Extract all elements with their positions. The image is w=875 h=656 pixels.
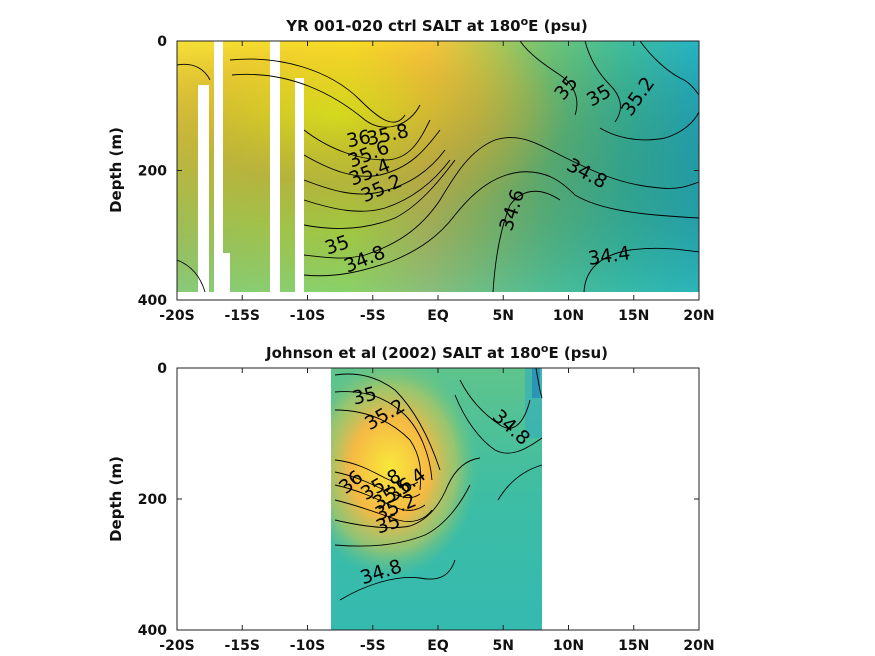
top-x-tick-label: 5N: [493, 308, 514, 324]
top-x-tick-label: 15N: [618, 308, 649, 324]
bottom-x-tick-label: 5N: [493, 638, 514, 654]
top-axis: -20S -15S -10S -5S EQ 5N 10N 15N 20N 0 200 400 Depth…: [107, 34, 715, 324]
top-x-tick-label: -20S: [159, 308, 194, 324]
contour-label-36: 36: [345, 126, 373, 153]
top-y-tick-label: 200: [138, 164, 167, 180]
bottom-field: [331, 368, 542, 630]
bottom-x-tick-label: EQ: [427, 638, 449, 654]
top-y-tick-label: 400: [138, 293, 167, 309]
bottom-x-tick-label: -15S: [225, 638, 260, 654]
top-contour-lines: [176, 40, 700, 293]
bottom-y-tick-label: 400: [138, 623, 167, 639]
bottom-x-tick-label: -10S: [290, 638, 325, 654]
bottom-x-tick-label: -5S: [360, 638, 386, 654]
top-x-tick-label: EQ: [427, 308, 449, 324]
bottom-x-tick-label: -20S: [159, 638, 194, 654]
top-y-axis-label: Depth (m): [107, 127, 125, 213]
bottom-x-tick-label: 15N: [618, 638, 649, 654]
top-field: [177, 41, 699, 295]
bottom-y-tick-label: 200: [138, 492, 167, 508]
top-contour-labels: 36 35.8 35.6 35.4 35.2 35 34.8 34.6 34.8…: [322, 72, 659, 278]
bottom-axis: -20S -15S -10S -5S EQ 5N 10N 15N 20N 0 200 400 Depth…: [107, 361, 715, 654]
chart-title-top: YR 001-020 ctrl SALT at 180oE (psu): [285, 15, 587, 35]
top-y-tick-label: 0: [157, 34, 167, 50]
chart-title-bottom: Johnson et al (2002) SALT at 180oE (psu): [265, 342, 608, 362]
top-panel: YR 001-020 ctrl SALT at 180oE (psu): [107, 15, 715, 324]
bottom-x-tick-label: 10N: [553, 638, 584, 654]
svg-text:36: 36: [345, 126, 373, 153]
top-x-tick-label: -15S: [225, 308, 260, 324]
bottom-x-tick-label: 20N: [683, 638, 714, 654]
top-x-tick-label: -10S: [290, 308, 325, 324]
top-x-tick-label: -5S: [360, 308, 386, 324]
top-x-tick-label: 20N: [683, 308, 714, 324]
bottom-y-axis-label: Depth (m): [107, 456, 125, 542]
bottom-panel: Johnson et al (2002) SALT at 180oE (psu): [107, 342, 715, 654]
bottom-contour-lines: [334, 367, 543, 601]
bottom-y-tick-label: 0: [157, 361, 167, 377]
top-x-tick-label: 10N: [553, 308, 584, 324]
